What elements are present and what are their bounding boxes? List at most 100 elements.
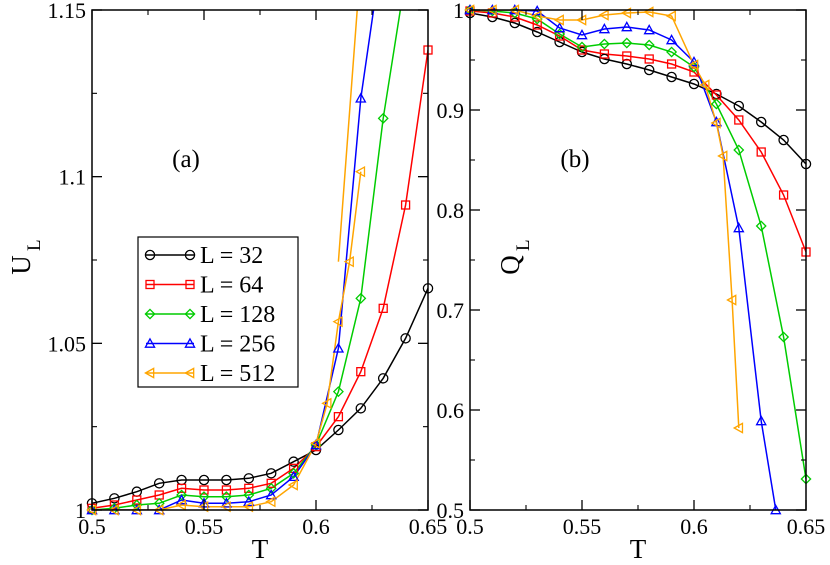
panel-a-series-64-point [132,495,142,505]
panel-b-ytick-label: 0.8 [437,198,465,223]
panel-a-series-32-point [377,373,389,384]
panel-a-xtick-label: 0.6 [302,514,330,539]
panel-a-series-64-point [266,478,276,488]
panel-a-series-256-point [243,495,255,506]
panel-b-series-128-point [598,38,610,50]
panel-a-series-256-point [332,342,345,353]
panel-a-series-128-point [288,467,300,479]
panel-b-ylabel: Q L [495,239,534,274]
legend: L = 32 L = 64 L = 128 L = 256 L = 512 [137,236,299,388]
legend-entry-512-marker [184,367,195,379]
panel-b-series-32-point [666,71,677,83]
legend-entry-32-label: L = 32 [200,243,263,269]
panel-a-ylabel-main: U [6,255,36,275]
panel-b-series-512-point [665,10,676,22]
panel-b-series-128-point [643,39,655,51]
panel-a-series-64-point [333,412,344,422]
panel-a-series-64-point [221,485,232,495]
panel-a-series-32-point [221,474,232,486]
panel-a-series-128-point [355,292,367,304]
panel-b-series-64-point [734,115,744,125]
panel-a-series-32-point [355,403,367,414]
panel-b-series-64-point [577,45,587,55]
panel-b-series-512-point [710,117,721,129]
panel-b-ytick-label: 0.6 [437,398,465,423]
panel-b-series-512-point [726,294,737,306]
panel-a-series-512-point [287,479,298,491]
panel-b-ylabel-main: Q [495,255,525,275]
panel-b-xtick-label: 0.55 [563,514,602,539]
panel-b-series-256-point [643,24,655,35]
legend-entry-32-marker [144,249,156,261]
legend-entry-512-label: L = 512 [200,361,275,387]
panel-b-series-256-point [755,415,767,426]
panel-a: 0.5 0.55 0.6 0.65 1 1.05 1.1 1.15 (a) T U L L =… [6,0,447,564]
panel-b-series-128-point [666,46,678,58]
panel-a-series-128-point [243,489,255,501]
panel-a-series-128-point [332,386,344,398]
panel-b-ytick-label: 0.7 [437,298,465,323]
panel-b-series-128-point [621,37,633,49]
panel-b-series-512-point [688,59,699,71]
panel-b-series-64-point [666,59,677,69]
panel-a-series-32-point [243,473,255,484]
panel-b-series-32-point [733,100,745,112]
panel-b-series-128-point [755,220,767,232]
panel-b-series-512-point [553,14,564,26]
panel-a-series-64-point [244,483,254,493]
panel-a-series-64-point [400,200,411,210]
panel-b-series-32-point [554,36,565,48]
panel-b-series-64-point [622,51,632,61]
panel-b-series-512-point [732,422,744,434]
panel-b-series-32-point [531,26,543,38]
panel-a-series-512-point [220,500,231,513]
legend-entry-256-label: L = 256 [200,332,275,358]
panel-a-series-512-point [175,499,186,511]
panel-a-series-32-point [198,474,210,486]
panel-a-series-64-point [199,485,209,495]
panel-a-series-128-point [176,489,188,501]
panel-b-series-64-point [599,49,610,59]
panel-b-series-32-point [778,134,789,146]
panel-a-series-512-point [310,437,321,450]
panel-b-label: (b) [560,146,589,173]
panel-b-series-32-point [755,116,767,128]
panel-b-series-32-point [643,64,655,76]
panel-a-xtick-label: 0.5 [78,514,106,539]
panel-b-series-64-point [756,147,766,157]
panel-b-series-128-line [470,10,806,480]
panel-a-series-64-line [92,49,428,510]
panel-b-series-32-point [599,53,610,65]
panel-a-series-128-point [377,112,389,124]
panel-b-xtick-label: 0.65 [787,514,826,539]
panel-b-series-64-line [470,10,806,253]
panel-a-series-512-point [321,397,332,410]
panel-a-series-32-point [288,456,299,467]
panel-b: 0.5 0.55 0.6 0.65 0.5 0.6 0.7 0.8 0.9 1 (b) T Q L [437,0,826,564]
panel-a-ytick-label: 1.15 [48,0,87,23]
legend-entry-64-label: L = 64 [200,273,263,299]
panel-a-series-128-point [220,491,232,503]
panel-b-series-128-point [710,98,722,110]
panel-a-series-32-point [265,468,277,479]
panel-b-series-128-point [576,41,588,53]
panel-a-series-512-line-extension [337,10,358,262]
panel-b-series-64-point [644,54,654,64]
panel-a-ylabel-sub: L [24,239,45,251]
panel-a-xlabel: T [252,534,269,564]
panel-b-series-256-point [621,21,633,32]
legend-entry-256-marker [184,337,196,348]
panel-a-series-32-point [400,333,411,344]
panel-b-xlabel: T [630,534,647,564]
panel-b-ytick-label: 0.9 [437,98,465,123]
panel-a-xtick-label: 0.65 [409,514,448,539]
legend-entry-128-label: L = 128 [200,302,275,328]
panel-b-series-256-point [576,29,588,40]
panel-a-ytick-label: 1.1 [59,165,87,190]
panel-a-series-128-point [265,482,277,494]
panel-a-ticks: 0.5 0.55 0.6 0.65 1 1.05 1.1 1.15 [48,0,448,539]
panel-b-series-256-point [733,222,745,233]
panel-b-series-256-point [553,22,566,33]
panel-a-ytick-label: 1 [75,498,86,523]
panel-a-series-512-point [265,495,276,508]
